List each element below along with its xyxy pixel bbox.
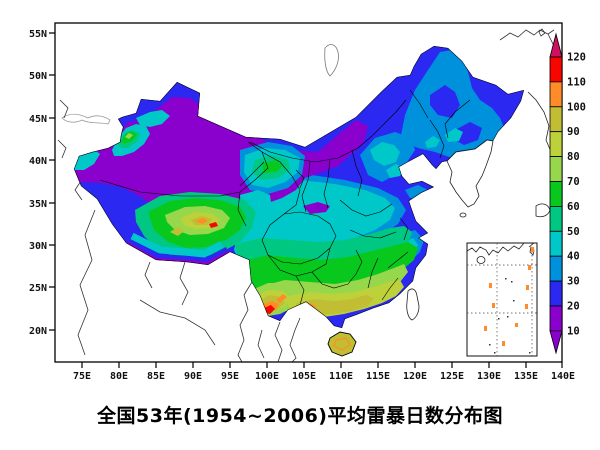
colorbar-label: 20 <box>567 301 580 313</box>
colorbar-label: 90 <box>567 126 580 138</box>
province-borders <box>99 89 471 306</box>
lat-tick-labels: 55N 50N 45N 40N 35N 30N 25N 20N <box>29 29 47 337</box>
colorbar-segment <box>549 305 563 332</box>
lon-tick-marks <box>81 362 563 368</box>
russia-coast-outline <box>499 29 559 53</box>
colorbar-arrow-up <box>549 32 563 58</box>
lat-label: 55N <box>29 29 47 40</box>
figure-title: 全国53年(1954~2006)平均雷暴日数分布图 <box>97 405 503 427</box>
lon-label: 115E <box>366 371 390 382</box>
lon-label: 125E <box>440 371 464 382</box>
colorbar-label: 80 <box>567 151 580 163</box>
lon-label: 110E <box>329 371 353 382</box>
lake-baikal-outline <box>324 44 339 77</box>
colorbar-segment <box>549 106 563 133</box>
colorbar-label: 70 <box>567 176 580 188</box>
colorbar-label: 110 <box>567 76 586 88</box>
lon-label: 100E <box>255 371 279 382</box>
inset-hainan <box>476 256 486 264</box>
colorbar-label: 120 <box>567 52 586 64</box>
colorbar-label: 30 <box>567 276 580 288</box>
hainan-island <box>327 331 357 357</box>
lon-label: 90E <box>184 371 202 382</box>
lat-tick-marks <box>49 32 55 331</box>
colorbar-segment <box>549 131 563 157</box>
lat-label: 25N <box>29 283 47 294</box>
contour-beijing-40-50 <box>370 142 404 178</box>
colorbar: 120 110 100 90 80 70 60 50 40 30 20 10 <box>549 32 586 355</box>
colorbar-segment <box>549 81 563 108</box>
lat-label: 45N <box>29 114 47 125</box>
lon-label: 120E <box>403 371 427 382</box>
colorbar-labels: 120 110 100 90 80 70 60 50 40 30 20 10 <box>567 52 586 338</box>
lat-label: 35N <box>29 199 47 210</box>
south-china-sea-inset <box>466 242 538 357</box>
lon-label: 105E <box>292 371 316 382</box>
contour-northeast-40-50 <box>425 128 463 148</box>
lon-label: 80E <box>110 371 128 382</box>
taiwan-outline <box>406 288 420 321</box>
lon-label: 85E <box>147 371 165 382</box>
inset-coastline <box>466 242 535 256</box>
himalaya-fringe <box>126 232 230 265</box>
contour-tibet-100-110 <box>195 218 208 224</box>
colorbar-segment <box>549 255 563 282</box>
lat-label: 50N <box>29 71 47 82</box>
colorbar-label: 60 <box>567 201 580 213</box>
lon-label: 75E <box>73 371 91 382</box>
india-outlines <box>74 174 216 356</box>
lake-balkhash-outline <box>61 113 111 125</box>
lat-label: 30N <box>29 241 47 252</box>
colorbar-arrow-down <box>549 330 563 355</box>
colorbar-segment <box>549 56 563 83</box>
lat-label: 40N <box>29 156 47 167</box>
lat-label: 20N <box>29 326 47 337</box>
colorbar-segment <box>549 205 563 232</box>
contour-xinjiang-70-80 <box>125 133 133 139</box>
colorbar-label: 100 <box>567 101 586 113</box>
lon-label: 140E <box>551 371 575 382</box>
colorbar-label: 50 <box>567 226 580 238</box>
contour-tibet-110-spot <box>209 222 218 228</box>
contour-qinghai-60-70 <box>262 160 283 173</box>
indochina-outlines <box>237 281 301 363</box>
colorbar-segment <box>549 280 563 307</box>
colorbar-label: 40 <box>567 251 580 263</box>
lon-label: 95E <box>221 371 239 382</box>
inset-island-markers <box>484 247 534 346</box>
inset-small-reefs <box>489 278 531 354</box>
colorbar-segment <box>549 156 563 182</box>
russia-island-icon <box>538 28 546 37</box>
colorbar-label: 10 <box>567 325 580 337</box>
lon-label: 130E <box>477 371 501 382</box>
lon-tick-labels: 75E 80E 85E 90E 95E 100E 105E 110E 115E … <box>73 371 575 382</box>
lon-label: 135E <box>514 371 538 382</box>
contour-northeast-20-30-inner <box>430 85 482 145</box>
jeju-island-outline <box>459 212 467 218</box>
central-asia-outlines <box>57 99 69 159</box>
colorbar-segment <box>549 181 563 207</box>
colorbar-segment <box>549 230 563 257</box>
